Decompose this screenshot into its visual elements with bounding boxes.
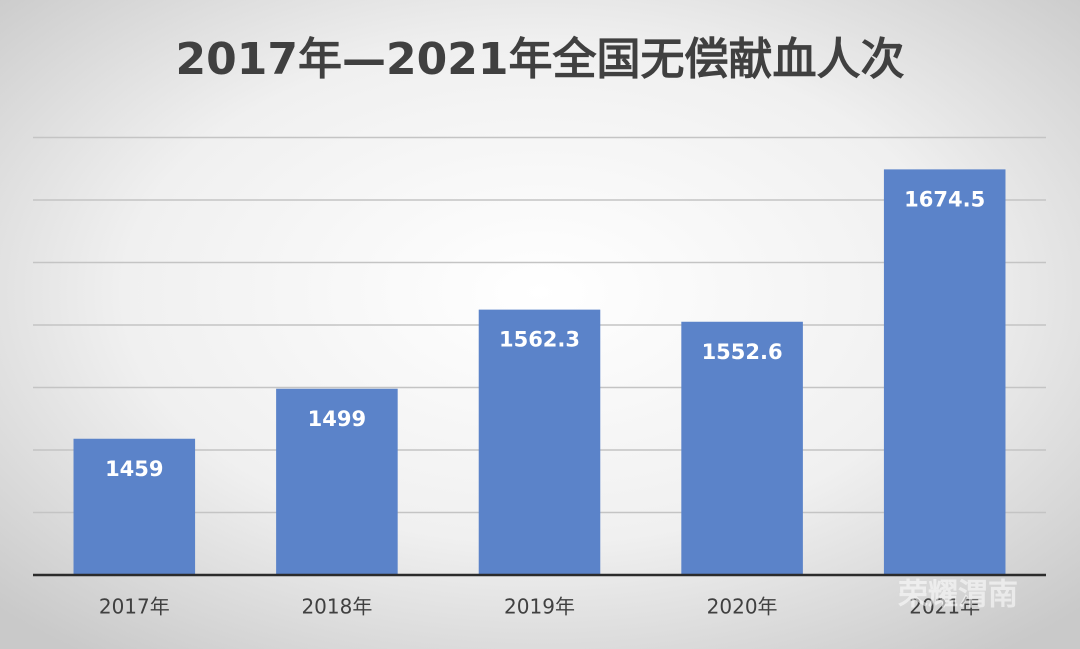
bar: [883, 169, 1006, 575]
data-label: 1674.5: [904, 187, 985, 211]
x-tick-label: 2017年: [99, 595, 170, 619]
bar: [73, 438, 196, 575]
data-label: 1499: [308, 407, 366, 431]
x-tick-label: 2019年: [504, 595, 575, 619]
x-tick-label: 2018年: [301, 595, 372, 619]
x-tick-label: 2021年: [909, 595, 980, 619]
data-label: 1552.6: [702, 340, 783, 364]
bar: [478, 309, 601, 575]
data-label: 1459: [105, 457, 163, 481]
bar: [276, 388, 398, 575]
x-tick-label: 2020年: [707, 595, 778, 619]
data-label: 1562.3: [499, 328, 580, 352]
chart-title: 2017年—2021年全国无偿献血人次: [176, 34, 905, 85]
watermark: 荣耀渭南: [898, 578, 1018, 613]
bar: [681, 321, 803, 575]
